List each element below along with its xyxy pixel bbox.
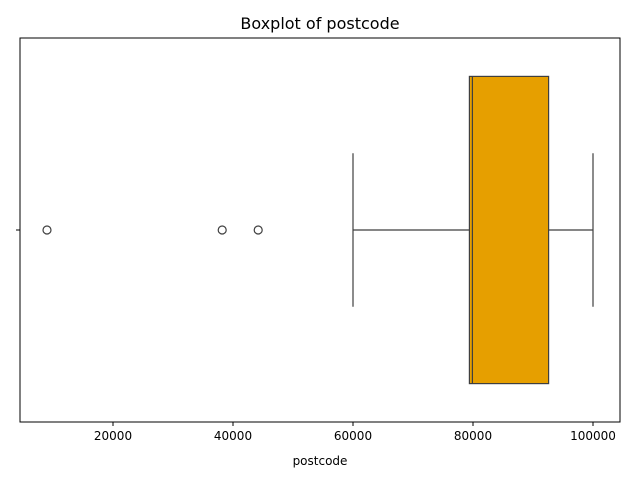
outlier-point	[253, 225, 263, 235]
x-tick-label: 40000	[214, 429, 252, 443]
x-tick-label: 60000	[334, 429, 372, 443]
x-tick-label: 100000	[570, 429, 616, 443]
x-tick-label: 20000	[94, 429, 132, 443]
x-axis-label: postcode	[293, 454, 348, 468]
x-tick-label: 80000	[454, 429, 492, 443]
outlier-point	[217, 225, 227, 235]
plot-frame	[19, 37, 621, 423]
outlier-point	[42, 225, 52, 235]
plot-area: 20000 40000 60000 80000 100000	[16, 75, 616, 443]
chart-title: Boxplot of postcode	[240, 14, 399, 33]
iqr-box	[468, 75, 550, 385]
